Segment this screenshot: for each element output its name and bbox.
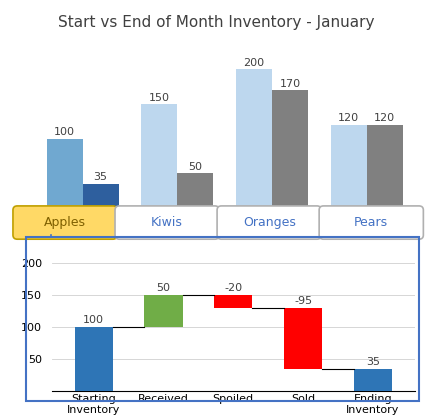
Bar [272, 90, 308, 208]
Bar [236, 69, 272, 208]
Text: Oranges: Oranges [243, 216, 295, 229]
Bar [284, 308, 322, 369]
Bar [330, 125, 367, 208]
Text: 50: 50 [188, 162, 202, 172]
Text: 35: 35 [366, 357, 380, 367]
Text: Apples: Apples [44, 216, 86, 229]
Bar [367, 125, 403, 208]
Text: Kiwis: Kiwis [151, 216, 183, 229]
Text: Pears: Pears [354, 216, 388, 229]
Text: 100: 100 [54, 127, 75, 137]
Text: Start vs End of Month Inventory - January: Start vs End of Month Inventory - Januar… [58, 15, 374, 30]
Bar [214, 295, 252, 308]
Text: 120: 120 [338, 114, 359, 124]
Bar [144, 295, 183, 327]
Text: 150: 150 [149, 93, 170, 103]
Bar [354, 369, 392, 391]
Text: 170: 170 [280, 79, 301, 89]
Bar [177, 173, 213, 208]
Bar [141, 104, 177, 208]
Text: -95: -95 [294, 296, 312, 306]
Bar [47, 139, 83, 208]
Text: 35: 35 [94, 172, 108, 182]
Text: -20: -20 [224, 283, 242, 293]
Text: 50: 50 [156, 283, 171, 293]
Text: 100: 100 [83, 315, 104, 325]
Text: 200: 200 [243, 58, 264, 68]
Bar [74, 327, 113, 391]
Bar [83, 184, 119, 208]
Text: 120: 120 [374, 114, 395, 124]
